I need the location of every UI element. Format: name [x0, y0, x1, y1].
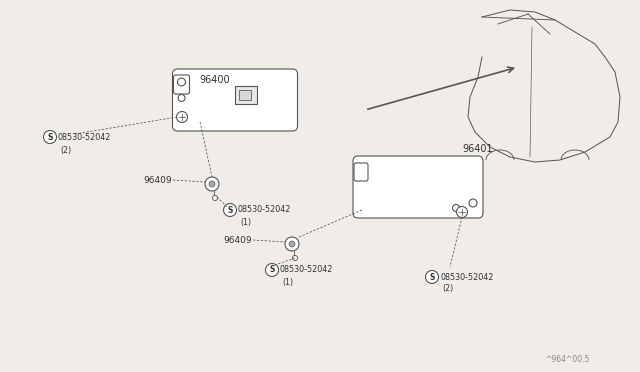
- Circle shape: [209, 181, 215, 187]
- Circle shape: [452, 205, 460, 212]
- Text: 96409: 96409: [143, 176, 172, 185]
- FancyBboxPatch shape: [354, 163, 368, 181]
- Text: 08530-52042: 08530-52042: [440, 273, 493, 282]
- FancyBboxPatch shape: [173, 69, 298, 131]
- Text: 08530-52042: 08530-52042: [280, 264, 333, 273]
- Circle shape: [266, 263, 278, 276]
- Text: (1): (1): [282, 278, 293, 286]
- Text: ^964^00.5: ^964^00.5: [546, 355, 590, 364]
- Circle shape: [212, 196, 218, 201]
- Text: S: S: [47, 132, 52, 141]
- Circle shape: [223, 203, 237, 217]
- Circle shape: [469, 199, 477, 207]
- Bar: [239, 90, 251, 100]
- Circle shape: [44, 131, 56, 144]
- Circle shape: [456, 206, 467, 218]
- Text: (2): (2): [442, 285, 453, 294]
- Circle shape: [292, 256, 298, 260]
- Text: 96401: 96401: [462, 144, 493, 154]
- Text: S: S: [269, 266, 275, 275]
- Circle shape: [426, 270, 438, 283]
- Bar: [235, 86, 257, 104]
- Text: (2): (2): [60, 145, 71, 154]
- Circle shape: [289, 241, 295, 247]
- Text: 08530-52042: 08530-52042: [238, 205, 291, 214]
- Circle shape: [178, 94, 185, 102]
- Circle shape: [285, 237, 299, 251]
- Circle shape: [177, 112, 188, 122]
- Text: 08530-52042: 08530-52042: [58, 132, 111, 141]
- Text: S: S: [429, 273, 435, 282]
- Text: (1): (1): [240, 218, 251, 227]
- Circle shape: [205, 177, 219, 191]
- FancyBboxPatch shape: [353, 156, 483, 218]
- Text: 96409: 96409: [223, 235, 252, 244]
- Text: 96400: 96400: [200, 75, 230, 85]
- FancyBboxPatch shape: [173, 75, 189, 94]
- Circle shape: [177, 78, 186, 86]
- Text: S: S: [227, 205, 233, 215]
